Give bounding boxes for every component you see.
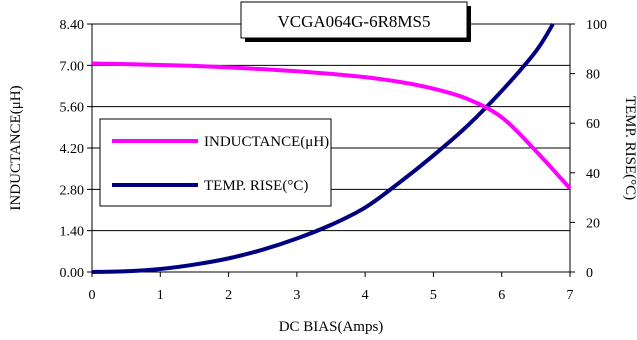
x-tick-label: 1 (157, 288, 164, 303)
x-tick-label: 6 (498, 288, 505, 303)
y-left-tick-label: 4.20 (60, 142, 85, 157)
x-tick-label: 5 (430, 288, 437, 303)
y-left-axis-title: INDUCTANCE(μH) (8, 85, 24, 210)
x-tick-label: 2 (225, 288, 232, 303)
y-right-tick-label: 80 (586, 68, 600, 83)
y-left-axis-ticks: 0.00 1.40 2.80 4.20 5.60 7.00 8.40 (60, 18, 92, 281)
y-left-tick-label: 5.60 (60, 101, 85, 116)
y-left-tick-label: 8.40 (60, 18, 85, 33)
series-line-inductance (91, 61, 572, 190)
x-tick-label: 0 (89, 288, 96, 303)
x-axis-title: DC BIAS(Amps) (279, 319, 384, 335)
legend-label-temp-rise: TEMP. RISE(°C) (204, 178, 308, 194)
y-right-tick-label: 0 (586, 266, 593, 281)
y-left-tick-label: 0.00 (60, 266, 85, 281)
x-tick-label: 4 (362, 288, 369, 303)
y-right-axis-ticks: 0 20 40 60 80 100 (570, 18, 607, 281)
y-left-tick-label: 1.40 (60, 225, 85, 240)
legend-label-inductance: INDUCTANCE(μH) (204, 134, 329, 150)
legend-box (99, 118, 332, 207)
series-lines (91, 22, 572, 274)
series-line-temp-rise (91, 22, 555, 274)
y-left-tick-label: 7.00 (60, 59, 85, 74)
y-right-tick-label: 100 (586, 18, 607, 33)
y-right-tick-label: 40 (586, 167, 600, 182)
y-right-tick-label: 60 (586, 117, 600, 132)
y-right-axis-title: TEMP. RISE(°C) (622, 96, 637, 200)
title-box (240, 1, 468, 39)
y-right-tick-label: 20 (586, 216, 600, 231)
x-axis-ticks: 0 1 2 3 4 5 6 7 (89, 272, 574, 303)
chart-title: VCGA064G-6R8MS5 (277, 12, 430, 31)
x-tick-label: 7 (567, 288, 574, 303)
legend: INDUCTANCE(μH) TEMP. RISE(°C) (99, 118, 332, 207)
x-tick-label: 3 (293, 288, 300, 303)
y-left-tick-label: 2.80 (60, 183, 85, 198)
